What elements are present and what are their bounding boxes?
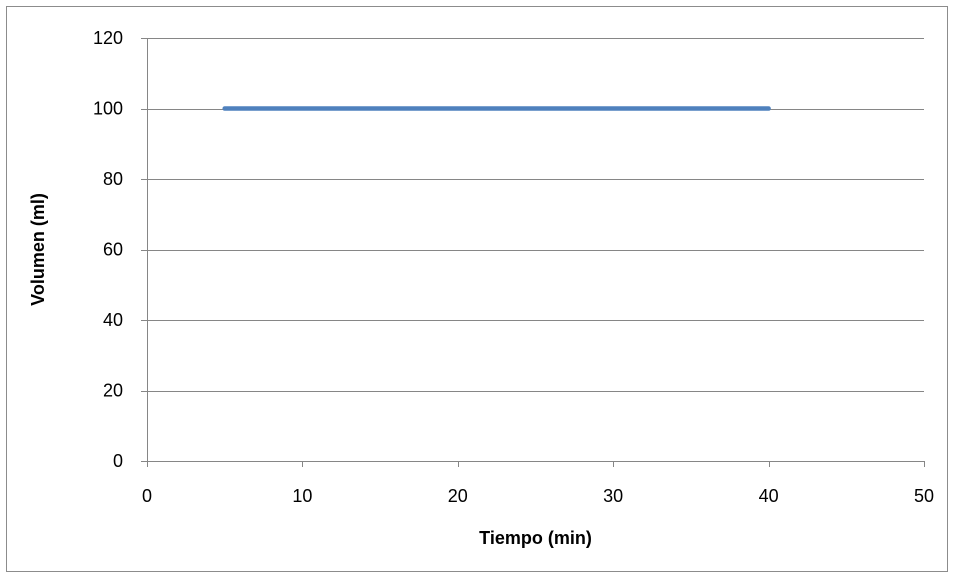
x-tick-label-50: 50 xyxy=(914,486,934,506)
x-tick-label-10: 10 xyxy=(292,486,312,506)
x-tick-label-30: 30 xyxy=(603,486,623,506)
y-tick-label-40: 40 xyxy=(103,310,123,330)
axes xyxy=(141,38,925,467)
y-tick-label-100: 100 xyxy=(93,99,123,119)
y-axis-title: Volumen (ml) xyxy=(28,193,48,306)
y-tick-label-80: 80 xyxy=(103,169,123,189)
y-tick-label-120: 120 xyxy=(93,28,123,48)
x-tick-label-40: 40 xyxy=(759,486,779,506)
tick-labels: 0 20 40 60 80 100 120 0 10 20 30 40 50 xyxy=(93,28,934,506)
gridlines xyxy=(147,38,924,392)
y-tick-label-60: 60 xyxy=(103,240,123,260)
x-axis-title: Tiempo (min) xyxy=(479,528,592,548)
y-tick-label-20: 20 xyxy=(103,381,123,401)
chart-frame xyxy=(6,6,948,572)
y-tick-label-0: 0 xyxy=(113,451,123,471)
x-tick-label-0: 0 xyxy=(142,486,152,506)
x-tick-label-20: 20 xyxy=(448,486,468,506)
